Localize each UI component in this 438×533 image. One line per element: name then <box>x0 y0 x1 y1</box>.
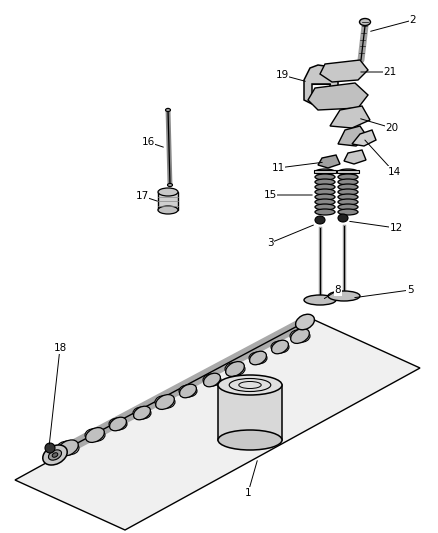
Text: 11: 11 <box>272 163 285 173</box>
Bar <box>337 170 359 173</box>
Ellipse shape <box>328 291 360 301</box>
Ellipse shape <box>338 169 358 175</box>
Ellipse shape <box>338 209 358 215</box>
Text: 2: 2 <box>410 15 416 25</box>
Ellipse shape <box>52 453 58 457</box>
Bar <box>218 385 282 440</box>
Text: 19: 19 <box>276 70 289 80</box>
Ellipse shape <box>315 169 335 175</box>
Ellipse shape <box>315 179 335 185</box>
Text: 8: 8 <box>335 285 341 295</box>
Text: 14: 14 <box>387 167 401 177</box>
Polygon shape <box>330 106 370 128</box>
Ellipse shape <box>249 352 267 364</box>
Polygon shape <box>352 130 376 146</box>
Ellipse shape <box>338 204 358 210</box>
Ellipse shape <box>296 314 314 330</box>
Polygon shape <box>304 65 338 104</box>
Bar <box>314 170 336 173</box>
Ellipse shape <box>203 374 221 386</box>
Ellipse shape <box>338 189 358 195</box>
Ellipse shape <box>250 351 266 365</box>
Ellipse shape <box>338 174 358 180</box>
Ellipse shape <box>315 216 325 224</box>
Text: 18: 18 <box>53 343 67 353</box>
Ellipse shape <box>315 174 335 180</box>
Ellipse shape <box>86 427 104 442</box>
Circle shape <box>45 443 55 453</box>
Ellipse shape <box>338 194 358 200</box>
Ellipse shape <box>57 441 79 455</box>
Ellipse shape <box>226 361 244 376</box>
Ellipse shape <box>315 209 335 215</box>
Ellipse shape <box>271 341 289 353</box>
Ellipse shape <box>158 188 178 196</box>
Ellipse shape <box>338 214 348 222</box>
Polygon shape <box>320 60 368 82</box>
Ellipse shape <box>315 199 335 205</box>
Bar <box>158 192 178 210</box>
Ellipse shape <box>338 179 358 185</box>
Ellipse shape <box>49 450 61 460</box>
Ellipse shape <box>291 328 309 343</box>
Ellipse shape <box>204 373 220 387</box>
Ellipse shape <box>155 394 174 409</box>
Ellipse shape <box>338 199 358 205</box>
Polygon shape <box>15 318 420 530</box>
Ellipse shape <box>58 440 78 456</box>
Text: 3: 3 <box>267 238 273 248</box>
Ellipse shape <box>166 109 170 111</box>
Polygon shape <box>344 150 366 164</box>
Text: 5: 5 <box>407 285 413 295</box>
Text: 12: 12 <box>389 223 403 233</box>
Ellipse shape <box>315 204 335 210</box>
Ellipse shape <box>155 395 175 408</box>
Ellipse shape <box>109 418 127 430</box>
Text: 17: 17 <box>135 191 148 201</box>
Ellipse shape <box>218 430 282 450</box>
Ellipse shape <box>315 184 335 190</box>
Ellipse shape <box>134 406 150 420</box>
Text: 15: 15 <box>263 190 277 200</box>
Polygon shape <box>318 155 340 168</box>
Ellipse shape <box>43 445 67 465</box>
Ellipse shape <box>110 417 127 431</box>
Ellipse shape <box>338 184 358 190</box>
Ellipse shape <box>315 194 335 200</box>
Ellipse shape <box>179 385 197 397</box>
Ellipse shape <box>290 329 310 343</box>
Ellipse shape <box>167 183 173 187</box>
Ellipse shape <box>180 384 196 398</box>
Text: 1: 1 <box>245 488 251 498</box>
Ellipse shape <box>225 362 245 376</box>
Polygon shape <box>308 83 368 110</box>
Text: 16: 16 <box>141 137 155 147</box>
Ellipse shape <box>218 375 282 395</box>
Ellipse shape <box>315 189 335 195</box>
Ellipse shape <box>272 340 289 354</box>
Ellipse shape <box>360 19 371 26</box>
Ellipse shape <box>158 206 178 214</box>
Ellipse shape <box>85 429 105 441</box>
Ellipse shape <box>133 407 151 419</box>
Text: 21: 21 <box>383 67 397 77</box>
Polygon shape <box>338 126 368 146</box>
Ellipse shape <box>304 295 336 305</box>
Text: 20: 20 <box>385 123 399 133</box>
